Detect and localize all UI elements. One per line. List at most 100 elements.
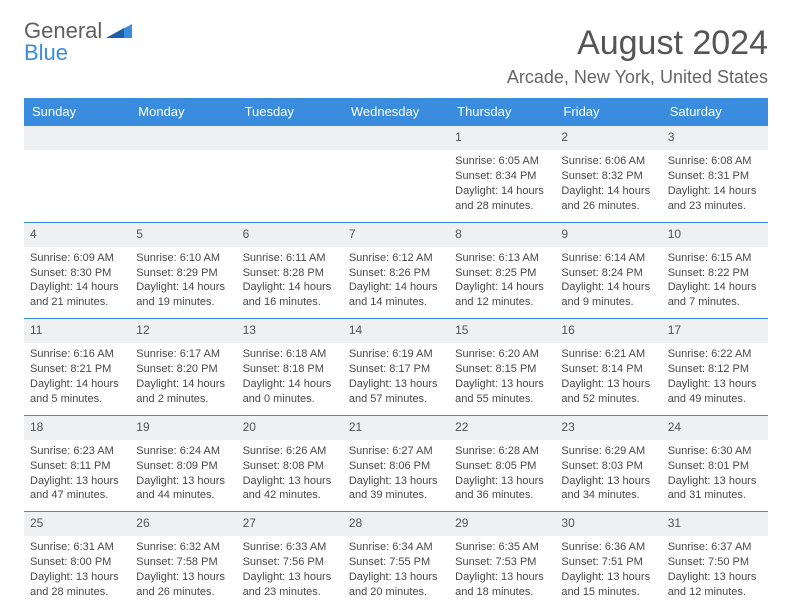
daylight-text: and 21 minutes. xyxy=(30,295,124,310)
week-detail-row: Sunrise: 6:09 AMSunset: 8:30 PMDaylight:… xyxy=(24,247,768,319)
daylight-text: Daylight: 13 hours xyxy=(349,474,443,489)
day-number-cell: 16 xyxy=(555,319,661,344)
day-number: 24 xyxy=(668,419,762,437)
sunset-text: Sunset: 7:58 PM xyxy=(136,555,230,570)
daylight-text: and 36 minutes. xyxy=(455,488,549,503)
day-detail-cell: Sunrise: 6:15 AMSunset: 8:22 PMDaylight:… xyxy=(662,247,768,319)
daylight-text: and 42 minutes. xyxy=(243,488,337,503)
sunset-text: Sunset: 7:56 PM xyxy=(243,555,337,570)
daylight-text: Daylight: 13 hours xyxy=(455,377,549,392)
daylight-text: and 44 minutes. xyxy=(136,488,230,503)
day-number: 4 xyxy=(30,226,124,244)
daylight-text: Daylight: 13 hours xyxy=(455,474,549,489)
sunset-text: Sunset: 8:17 PM xyxy=(349,362,443,377)
week-number-row: 123 xyxy=(24,126,768,151)
day-number-cell: 21 xyxy=(343,415,449,440)
daylight-text: Daylight: 13 hours xyxy=(243,570,337,585)
daylight-text: and 34 minutes. xyxy=(561,488,655,503)
day-number-cell: 13 xyxy=(237,319,343,344)
day-number-cell: 8 xyxy=(449,222,555,247)
day-number-cell: 25 xyxy=(24,512,130,537)
daylight-text: Daylight: 14 hours xyxy=(243,377,337,392)
day-number: 19 xyxy=(136,419,230,437)
week-number-row: 11121314151617 xyxy=(24,319,768,344)
daylight-text: Daylight: 13 hours xyxy=(349,570,443,585)
day-detail-cell: Sunrise: 6:08 AMSunset: 8:31 PMDaylight:… xyxy=(662,150,768,222)
daylight-text: Daylight: 14 hours xyxy=(455,280,549,295)
sunrise-text: Sunrise: 6:18 AM xyxy=(243,347,337,362)
sunrise-text: Sunrise: 6:24 AM xyxy=(136,444,230,459)
daylight-text: Daylight: 14 hours xyxy=(136,280,230,295)
daylight-text: Daylight: 13 hours xyxy=(136,570,230,585)
week-detail-row: Sunrise: 6:16 AMSunset: 8:21 PMDaylight:… xyxy=(24,343,768,415)
sunrise-text: Sunrise: 6:11 AM xyxy=(243,251,337,266)
day-detail-cell xyxy=(343,150,449,222)
day-number-cell xyxy=(343,126,449,151)
day-number: 1 xyxy=(455,129,549,147)
daylight-text: Daylight: 14 hours xyxy=(136,377,230,392)
day-number-cell: 1 xyxy=(449,126,555,151)
daylight-text: and 52 minutes. xyxy=(561,392,655,407)
day-number: 15 xyxy=(455,322,549,340)
sunset-text: Sunset: 8:22 PM xyxy=(668,266,762,281)
daylight-text: and 19 minutes. xyxy=(136,295,230,310)
daylight-text: Daylight: 14 hours xyxy=(30,280,124,295)
daylight-text: Daylight: 13 hours xyxy=(561,474,655,489)
week-detail-row: Sunrise: 6:05 AMSunset: 8:34 PMDaylight:… xyxy=(24,150,768,222)
daylight-text: and 9 minutes. xyxy=(561,295,655,310)
page-header: General Blue August 2024 Arcade, New Yor… xyxy=(0,0,792,98)
sunrise-text: Sunrise: 6:06 AM xyxy=(561,154,655,169)
day-number-cell: 7 xyxy=(343,222,449,247)
daylight-text: and 26 minutes. xyxy=(136,585,230,600)
day-detail-cell: Sunrise: 6:34 AMSunset: 7:55 PMDaylight:… xyxy=(343,536,449,607)
day-detail-cell: Sunrise: 6:31 AMSunset: 8:00 PMDaylight:… xyxy=(24,536,130,607)
day-number: 10 xyxy=(668,226,762,244)
day-detail-cell: Sunrise: 6:18 AMSunset: 8:18 PMDaylight:… xyxy=(237,343,343,415)
day-detail-cell: Sunrise: 6:21 AMSunset: 8:14 PMDaylight:… xyxy=(555,343,661,415)
sunrise-text: Sunrise: 6:27 AM xyxy=(349,444,443,459)
daylight-text: and 39 minutes. xyxy=(349,488,443,503)
week-detail-row: Sunrise: 6:31 AMSunset: 8:00 PMDaylight:… xyxy=(24,536,768,607)
daylight-text: Daylight: 14 hours xyxy=(243,280,337,295)
day-number: 30 xyxy=(561,515,655,533)
sunset-text: Sunset: 7:53 PM xyxy=(455,555,549,570)
sunset-text: Sunset: 8:30 PM xyxy=(30,266,124,281)
daylight-text: and 2 minutes. xyxy=(136,392,230,407)
weekday-header: Saturday xyxy=(662,98,768,126)
week-detail-row: Sunrise: 6:23 AMSunset: 8:11 PMDaylight:… xyxy=(24,440,768,512)
day-detail-cell: Sunrise: 6:28 AMSunset: 8:05 PMDaylight:… xyxy=(449,440,555,512)
sunset-text: Sunset: 8:12 PM xyxy=(668,362,762,377)
day-number: 6 xyxy=(243,226,337,244)
daylight-text: and 23 minutes. xyxy=(243,585,337,600)
day-number-cell: 18 xyxy=(24,415,130,440)
daylight-text: Daylight: 13 hours xyxy=(455,570,549,585)
logo-triangle-icon xyxy=(106,20,132,43)
week-number-row: 25262728293031 xyxy=(24,512,768,537)
day-number: 18 xyxy=(30,419,124,437)
daylight-text: Daylight: 14 hours xyxy=(668,184,762,199)
day-detail-cell: Sunrise: 6:23 AMSunset: 8:11 PMDaylight:… xyxy=(24,440,130,512)
day-number-cell: 31 xyxy=(662,512,768,537)
sunset-text: Sunset: 8:29 PM xyxy=(136,266,230,281)
daylight-text: and 16 minutes. xyxy=(243,295,337,310)
day-number-cell xyxy=(130,126,236,151)
sunset-text: Sunset: 8:34 PM xyxy=(455,169,549,184)
day-number: 31 xyxy=(668,515,762,533)
sunrise-text: Sunrise: 6:34 AM xyxy=(349,540,443,555)
day-number-cell: 15 xyxy=(449,319,555,344)
day-detail-cell: Sunrise: 6:14 AMSunset: 8:24 PMDaylight:… xyxy=(555,247,661,319)
sunset-text: Sunset: 7:51 PM xyxy=(561,555,655,570)
daylight-text: Daylight: 14 hours xyxy=(561,280,655,295)
sunrise-text: Sunrise: 6:32 AM xyxy=(136,540,230,555)
sunrise-text: Sunrise: 6:23 AM xyxy=(30,444,124,459)
sunrise-text: Sunrise: 6:31 AM xyxy=(30,540,124,555)
daylight-text: Daylight: 13 hours xyxy=(30,570,124,585)
weekday-header: Sunday xyxy=(24,98,130,126)
day-number: 13 xyxy=(243,322,337,340)
daylight-text: and 57 minutes. xyxy=(349,392,443,407)
sunset-text: Sunset: 8:08 PM xyxy=(243,459,337,474)
weekday-header: Wednesday xyxy=(343,98,449,126)
day-number-cell: 5 xyxy=(130,222,236,247)
weekday-header: Thursday xyxy=(449,98,555,126)
sunrise-text: Sunrise: 6:14 AM xyxy=(561,251,655,266)
